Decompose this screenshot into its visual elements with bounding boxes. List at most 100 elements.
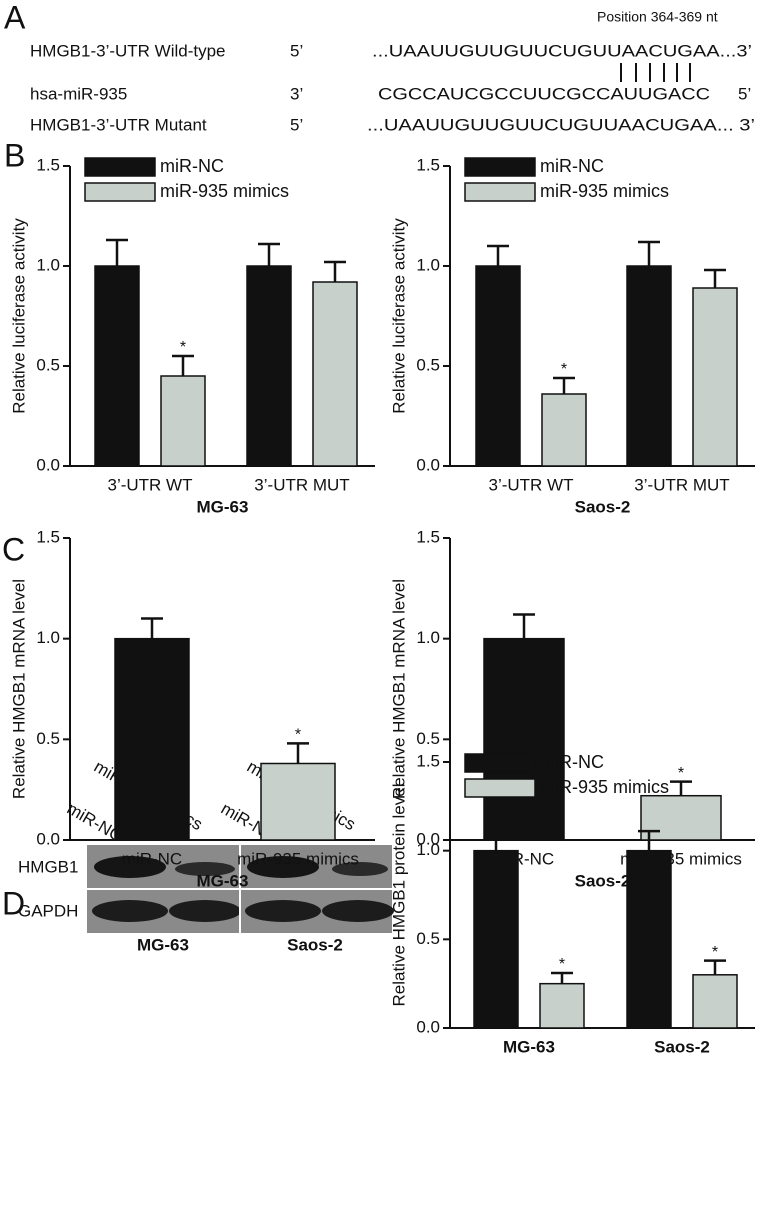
- band: [169, 900, 241, 922]
- y-tick-label: 0.0: [36, 829, 60, 848]
- y-tick-label: 1.5: [416, 155, 440, 174]
- band: [92, 900, 168, 922]
- y-tick-label: 1.5: [416, 527, 440, 546]
- sequence-name: HMGB1-3’-UTR Wild-type: [30, 41, 226, 60]
- group-label: Saos-2: [287, 935, 343, 954]
- error-bar: [287, 742, 309, 764]
- x-tick-label: 3’-UTR MUT: [634, 475, 729, 494]
- bar: [483, 637, 565, 841]
- error-bar: [704, 268, 726, 288]
- y-axis-title: Relative luciferase activity: [9, 218, 28, 414]
- bar: [246, 265, 292, 467]
- legend-swatch: [464, 157, 536, 177]
- legend-label: miR-NC: [540, 156, 604, 176]
- significance-mark: *: [561, 361, 567, 378]
- y-tick-label: 0.5: [416, 929, 440, 948]
- sequence-end: 5’: [290, 41, 303, 60]
- bar: [114, 637, 190, 841]
- bar: [473, 849, 519, 1029]
- legend-label: miR-935 mimics: [540, 777, 669, 797]
- bar: [626, 849, 672, 1029]
- sequence-end: 5’: [738, 84, 751, 103]
- y-axis-title: Relative HMGB1 mRNA level: [9, 579, 28, 799]
- x-axis-title: Saos-2: [575, 871, 631, 890]
- y-axis-title: Relative HMGB1 mRNA level: [389, 579, 408, 799]
- y-tick-label: 1.0: [36, 255, 60, 274]
- legend-swatch: [464, 182, 536, 202]
- x-tick-label: Saos-2: [654, 1037, 710, 1056]
- error-bar: [704, 959, 726, 975]
- x-axis-title: MG-63: [197, 497, 249, 516]
- bar: [692, 974, 738, 1029]
- y-tick-label: 1.5: [416, 751, 440, 770]
- row-label: HMGB1: [18, 857, 78, 876]
- x-tick-label: miR-NC: [122, 849, 182, 868]
- error-bar: [141, 617, 163, 639]
- legend-label: miR-NC: [160, 156, 224, 176]
- bar: [94, 265, 140, 467]
- x-tick-label: MG-63: [503, 1037, 555, 1056]
- sequence-name: HMGB1-3’-UTR Mutant: [30, 115, 207, 134]
- sequence: ...UAAUUGUUGUUCUGUUAACUGAA... 3’: [367, 115, 755, 134]
- error-bar: [638, 240, 660, 266]
- y-axis-title: Relative HMGB1 protein level: [389, 784, 408, 1007]
- error-bar: [172, 354, 194, 376]
- y-tick-label: 0.5: [416, 729, 440, 748]
- significance-mark: *: [678, 765, 684, 782]
- group-label: MG-63: [137, 935, 189, 954]
- sequence: CGCCAUCGCCUUCGCCAUUGACC: [378, 84, 710, 103]
- band: [332, 862, 388, 876]
- y-tick-label: 0.0: [416, 829, 440, 848]
- sequence-panel: Position 364-369 nt HMGB1-3’-UTR Wild-ty…: [30, 9, 755, 135]
- band: [175, 862, 235, 876]
- position-note: Position 364-369 nt: [597, 9, 718, 25]
- panel-label: D: [2, 885, 25, 921]
- y-tick-label: 1.0: [416, 255, 440, 274]
- error-bar: [487, 244, 509, 266]
- x-axis-title: Saos-2: [575, 497, 631, 516]
- y-tick-label: 1.0: [416, 840, 440, 859]
- bar: [541, 393, 587, 467]
- legend-label: miR-935 mimics: [540, 181, 669, 201]
- y-axis-title: Relative luciferase activity: [389, 218, 408, 414]
- legend-swatch: [84, 157, 156, 177]
- panel-label: B: [4, 137, 25, 173]
- x-tick-label: 3’-UTR WT: [489, 475, 574, 494]
- panel-label: C: [2, 531, 25, 567]
- sequence-name: hsa-miR-935: [30, 84, 127, 103]
- sequence-end: 5’: [290, 115, 303, 134]
- bar: [626, 265, 672, 467]
- y-tick-label: 0.5: [36, 355, 60, 374]
- sequence: ...UAAUUGUUGUUCUGUUAACUGAA...3’: [372, 41, 752, 60]
- significance-mark: *: [180, 339, 186, 356]
- error-bar: [638, 829, 660, 851]
- x-tick-label: 3’-UTR MUT: [254, 475, 349, 494]
- y-tick-label: 0.0: [36, 455, 60, 474]
- y-tick-label: 1.5: [36, 527, 60, 546]
- legend-label: miR-935 mimics: [160, 181, 289, 201]
- bar: [475, 265, 521, 467]
- bar: [312, 281, 358, 467]
- error-bar: [551, 971, 573, 984]
- bar: [160, 375, 206, 467]
- legend-label: miR-NC: [540, 752, 604, 772]
- base-pairing: [620, 63, 691, 82]
- legend-swatch: [84, 182, 156, 202]
- error-bar: [670, 780, 692, 796]
- panel-label: A: [4, 0, 26, 35]
- bar: [539, 982, 585, 1029]
- y-tick-label: 0.0: [416, 1017, 440, 1036]
- band: [245, 900, 321, 922]
- band: [247, 856, 319, 878]
- bar: [692, 287, 738, 467]
- x-axis-title: MG-63: [197, 871, 249, 890]
- bar: [640, 794, 722, 841]
- y-tick-label: 0.5: [36, 729, 60, 748]
- x-tick-label: 3’-UTR WT: [108, 475, 193, 494]
- error-bar: [324, 260, 346, 282]
- error-bar: [258, 242, 280, 266]
- band: [322, 900, 394, 922]
- y-tick-label: 1.0: [416, 628, 440, 647]
- sequence-end: 3’: [290, 84, 303, 103]
